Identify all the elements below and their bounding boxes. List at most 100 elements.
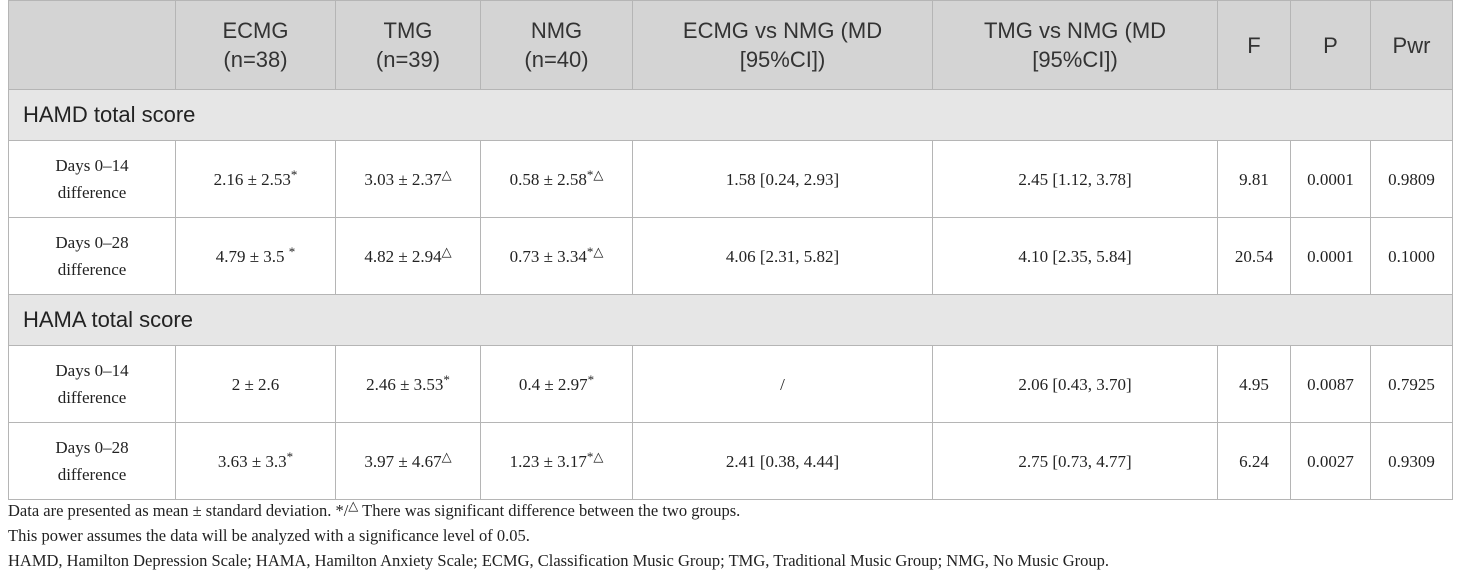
header-cell: Pwr [1370,0,1453,90]
data-cell: 0.0027 [1290,422,1371,500]
data-cell: 20.54 [1217,217,1291,295]
cell-value: 3.63 ± 3.3 [217,451,287,471]
cell-value: 0.0001 [1307,169,1354,189]
footnote-text: There was significant difference between… [358,501,741,520]
data-cell: 3.03 ± 2.37△ [335,140,481,218]
cell-value: 0.7925 [1388,374,1435,394]
significance-mark: * [587,371,595,387]
footnote-text: This power assumes the data will be anal… [8,526,530,545]
header-cell: F [1217,0,1291,90]
header-cell: ECMG (n=38) [175,0,336,90]
row-label: Days 0–28 difference [8,217,176,295]
cell-value: 0.58 ± 2.58 [509,169,587,189]
row-label-text: difference [57,465,127,484]
footnote-mark: △ [348,498,359,513]
cell-value: 2.41 [0.38, 4.44] [725,451,840,471]
cell-value: / [780,374,785,394]
data-cell: 0.73 ± 3.34*△ [480,217,633,295]
data-cell: 2.46 ± 3.53* [335,345,481,423]
data-cell: 9.81 [1217,140,1291,218]
data-cell: 0.0087 [1290,345,1371,423]
header-text: [95%CI]) [1032,47,1118,72]
data-row: Days 0–14 difference 2.16 ± 2.53* 3.03 ± 2.… [8,140,1453,218]
cell-value: 4.10 [2.35, 5.84] [1018,246,1132,266]
cell-value: 0.9809 [1388,169,1435,189]
cell-value: 3.97 ± 4.67 [364,451,442,471]
section-title: HAMD total score [8,89,1453,141]
data-cell: 2.16 ± 2.53* [175,140,336,218]
data-cell: 3.97 ± 4.67△ [335,422,481,500]
cell-value: 4.79 ± 3.5 [215,246,289,266]
cell-value: 4.06 [2.31, 5.82] [725,246,840,266]
cell-value: 0.0027 [1307,451,1354,471]
data-row: Days 0–28 difference 3.63 ± 3.3* 3.97 ± 4.6… [8,422,1453,500]
data-cell: 4.10 [2.35, 5.84] [932,217,1218,295]
data-cell: 4.06 [2.31, 5.82] [632,217,933,295]
significance-mark: △ [441,448,452,464]
data-cell: / [632,345,933,423]
data-cell: 4.95 [1217,345,1291,423]
data-cell: 1.58 [0.24, 2.93] [632,140,933,218]
footnote-text: HAMD, Hamilton Depression Scale; HAMA, H… [8,551,1109,570]
significance-mark: * [286,448,294,464]
data-cell: 0.58 ± 2.58*△ [480,140,633,218]
cell-value: 4.82 ± 2.94 [364,246,442,266]
significance-mark: * [288,243,296,259]
footnote: HAMD, Hamilton Depression Scale; HAMA, H… [8,548,1109,573]
data-cell: 2 ± 2.6 [175,345,336,423]
cell-value: 2.45 [1.12, 3.78] [1018,169,1132,189]
data-cell: 0.4 ± 2.97* [480,345,633,423]
header-cell: NMG (n=40) [480,0,633,90]
cell-value: 1.23 ± 3.17 [509,451,587,471]
cell-value: 0.1000 [1388,246,1435,266]
header-text: TMG [383,18,433,43]
footnotes: Data are presented as mean ± standard de… [8,498,1109,573]
table-body: HAMD total score Days 0–14 difference 2.16 … [8,89,1453,500]
data-cell: 2.75 [0.73, 4.77] [932,422,1218,500]
header-cell: P [1290,0,1371,90]
header-cell: TMG vs NMG (MD [95%CI]) [932,0,1218,90]
row-label-text: Days 0–28 [55,233,129,252]
header-row: ECMG (n=38) TMG (n=39) NMG (n=40) ECMG vs NMG … [8,0,1453,90]
significance-mark: *△ [586,448,604,464]
section-title: HAMA total score [8,294,1453,346]
footnote: This power assumes the data will be anal… [8,523,1109,548]
cell-value: 1.58 [0.24, 2.93] [725,169,840,189]
data-cell: 0.0001 [1290,140,1371,218]
header-text: NMG [530,18,583,43]
row-label-text: difference [57,183,127,202]
significance-mark: *△ [586,243,604,259]
footnote: Data are presented as mean ± standard de… [8,498,1109,523]
cell-value: 9.81 [1239,169,1269,189]
section-row: HAMA total score [8,294,1453,346]
section-row: HAMD total score [8,89,1453,141]
data-cell: 1.23 ± 3.17*△ [480,422,633,500]
row-label: Days 0–14 difference [8,345,176,423]
header-text: (n=38) [223,47,288,72]
data-cell: 4.82 ± 2.94△ [335,217,481,295]
header-text: TMG vs NMG (MD [983,18,1167,43]
header-text: F [1247,32,1261,58]
cell-value: 2.46 ± 3.53 [366,374,444,394]
data-cell: 0.9809 [1370,140,1453,218]
significance-mark: △ [441,166,452,182]
header-text: [95%CI]) [739,47,826,72]
header-cell: ECMG vs NMG (MD [95%CI]) [632,0,933,90]
data-cell: 0.7925 [1370,345,1453,423]
cell-value: 0.73 ± 3.34 [509,246,587,266]
cell-value: 2.16 ± 2.53 [213,169,291,189]
data-cell: 6.24 [1217,422,1291,500]
cell-value: 2.06 [0.43, 3.70] [1018,374,1132,394]
row-label-text: difference [57,388,127,407]
data-row: Days 0–28 difference 4.79 ± 3.5 * 4.82 ± 2.… [8,217,1453,295]
data-cell: 0.1000 [1370,217,1453,295]
header-text: P [1323,32,1338,58]
data-cell: 2.06 [0.43, 3.70] [932,345,1218,423]
data-cell: 3.63 ± 3.3* [175,422,336,500]
significance-mark: *△ [586,166,604,182]
cell-value: 3.03 ± 2.37 [364,169,442,189]
header-text: Pwr [1392,32,1431,58]
data-cell: 2.45 [1.12, 3.78] [932,140,1218,218]
row-label: Days 0–14 difference [8,140,176,218]
cell-value: 0.4 ± 2.97 [518,374,588,394]
